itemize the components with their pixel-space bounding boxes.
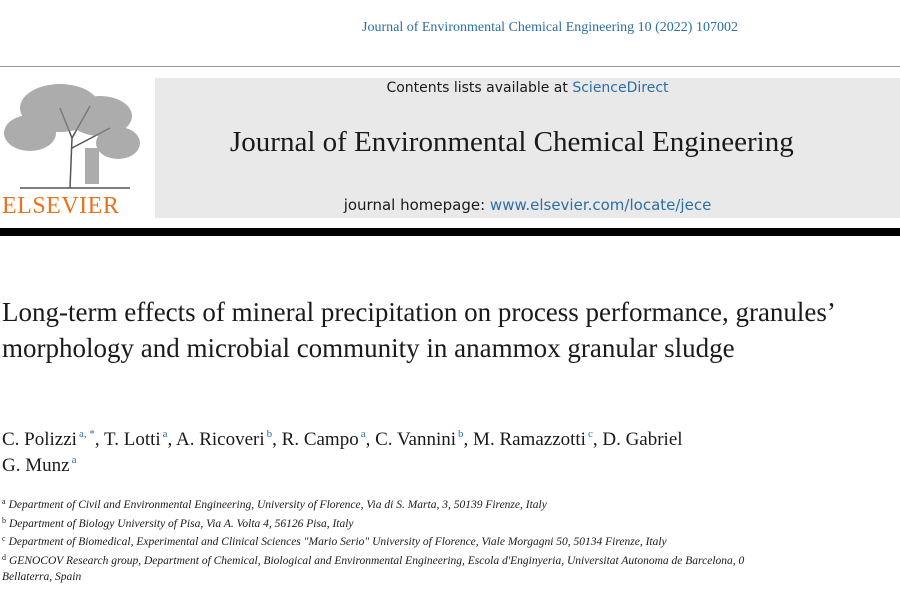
author: C. Polizzi a, * — [2, 428, 104, 450]
author-affiliation-mark[interactable]: a, * — [78, 428, 95, 440]
author-name: T. Lotti — [104, 429, 161, 450]
affiliation-text: Bellaterra, Spain — [2, 571, 82, 583]
author: T. Lotti a — [104, 428, 176, 450]
publisher-name: ELSEVIER — [2, 193, 120, 219]
author-name: R. Campo — [281, 429, 359, 450]
author-name: A. Ricoveri — [176, 429, 265, 450]
author: D. Gabriel — [602, 429, 682, 450]
affiliation-mark: b — [2, 515, 6, 525]
author-name: G. Munz — [2, 455, 70, 476]
affiliation: c Department of Biomedical, Experimental … — [2, 534, 667, 548]
author-affiliation-mark[interactable]: b — [266, 428, 273, 440]
author: C. Vannini b — [375, 428, 473, 450]
affiliation-mark: a — [2, 497, 6, 506]
author-name: C. Vannini — [375, 429, 457, 450]
affiliation: d GENOCOV Research group, Department of C… — [2, 553, 744, 567]
affiliation-text: Department of Civil and Environmental En… — [8, 499, 547, 511]
affiliation-text: Department of Biology University of Pisa… — [9, 517, 354, 530]
author: A. Ricoveri b — [176, 428, 282, 450]
affiliation-text: Department of Biomedical, Experimental a… — [8, 536, 667, 548]
affiliation: b Department of Biology University of Pis… — [2, 516, 354, 530]
article-title: Long-term effects of mineral precipitati… — [2, 297, 834, 363]
author-name: C. Polizzi — [2, 429, 77, 450]
author-affiliation-mark[interactable]: b — [458, 428, 464, 440]
author-affiliation-mark[interactable]: c — [587, 428, 593, 440]
homepage-line: journal homepage: www.elsevier.com/locat… — [155, 196, 900, 214]
journal-name: Journal of Environmental Chemical Engine… — [230, 126, 794, 158]
author-affiliation-mark[interactable]: a — [360, 428, 366, 440]
author-name: M. Ramazzotti — [473, 429, 586, 450]
author-line: G. Munz a — [2, 454, 76, 477]
contents-prefix: Contents lists available at — [386, 80, 568, 96]
publisher-logo — [4, 84, 140, 189]
author-affiliation-mark[interactable]: a — [71, 454, 77, 466]
sciencedirect-link[interactable]: ScienceDirect — [572, 80, 669, 96]
header-bar — [0, 228, 900, 236]
author-affiliation-mark[interactable]: a — [162, 428, 168, 440]
header-rule — [0, 66, 900, 67]
homepage-link[interactable]: www.elsevier.com/locate/jece — [489, 196, 712, 214]
author-name: D. Gabriel — [602, 429, 683, 450]
affiliation-mark: d — [2, 552, 6, 562]
affiliation: Bellaterra, Spain — [2, 571, 81, 583]
affiliation-mark: c — [2, 534, 6, 543]
citation[interactable]: Journal of Environmental Chemical Engine… — [362, 20, 738, 35]
affiliation-text: GENOCOV Research group, Department of Ch… — [9, 554, 745, 567]
author: G. Munz a — [2, 454, 77, 476]
author: M. Ramazzotti c — [473, 428, 602, 450]
affiliation: a Department of Civil and Environmental E… — [2, 497, 547, 511]
journal-banner — [155, 78, 900, 218]
homepage-prefix: journal homepage: — [343, 196, 486, 214]
author: R. Campo a — [281, 428, 375, 450]
contents-line: Contents lists available at ScienceDirec… — [155, 80, 900, 96]
